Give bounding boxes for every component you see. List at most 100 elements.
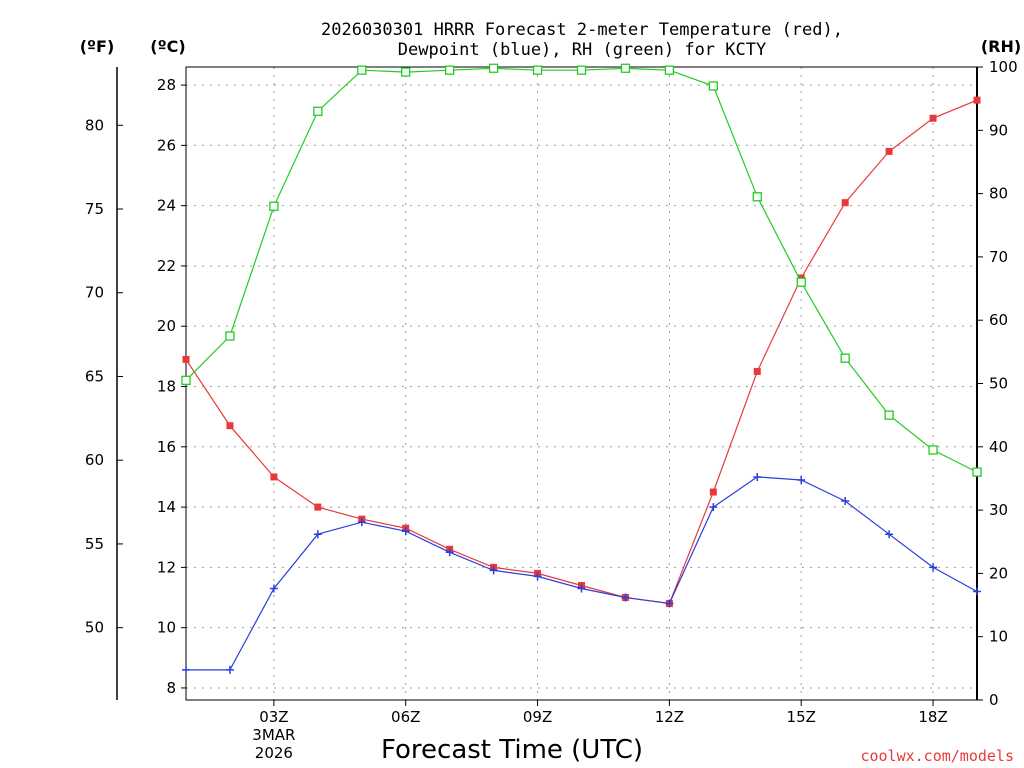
rh-tick-label: 100 bbox=[989, 58, 1018, 76]
temperature-point bbox=[314, 503, 322, 511]
rh-point bbox=[576, 65, 587, 75]
dewpoint-point bbox=[489, 566, 498, 575]
chart-title-line-1: 2026030301 HRRR Forecast 2-meter Tempera… bbox=[321, 20, 843, 40]
rh-tick-label: 50 bbox=[989, 375, 1008, 393]
rh-point bbox=[708, 81, 718, 91]
dewpoint-point bbox=[401, 527, 410, 536]
rh-tick-label: 60 bbox=[989, 311, 1008, 329]
dewpoint-point bbox=[533, 572, 542, 581]
rh-point bbox=[884, 410, 894, 420]
dewpoint-point bbox=[753, 472, 762, 481]
rh-point bbox=[445, 65, 455, 75]
time-tick-label: 18Z bbox=[918, 708, 947, 726]
x-axis-title: Forecast Time (UTC) bbox=[381, 735, 643, 765]
temperature-point bbox=[973, 96, 981, 104]
time-tick-label: 06Z bbox=[391, 708, 420, 726]
dewpoint-point bbox=[621, 593, 630, 602]
rh-tick-label: 40 bbox=[989, 438, 1008, 456]
axes bbox=[116, 66, 983, 706]
celsius-tick-label: 26 bbox=[157, 136, 176, 154]
temperature-point bbox=[270, 473, 278, 481]
time-tick-label: 3MAR bbox=[252, 726, 295, 744]
rh-point bbox=[225, 331, 235, 341]
rh-point bbox=[313, 106, 323, 116]
fahrenheit-tick-label: 55 bbox=[85, 535, 104, 553]
dewpoint-point bbox=[445, 548, 454, 557]
fahrenheit-tick-label: 65 bbox=[85, 367, 104, 385]
rh-point bbox=[488, 63, 499, 73]
celsius-tick-label: 24 bbox=[157, 197, 176, 215]
rh-tick-label: 10 bbox=[989, 628, 1008, 646]
dewpoint-point bbox=[269, 584, 278, 593]
time-tick-label: 15Z bbox=[787, 708, 816, 726]
rh-tick-label: 20 bbox=[989, 564, 1008, 582]
temperature-point bbox=[885, 147, 893, 155]
rh-series-line bbox=[185, 67, 978, 473]
celsius-tick-label: 28 bbox=[157, 76, 176, 94]
rh-unit-label: (RH) bbox=[981, 37, 1021, 56]
celsius-tick-label: 16 bbox=[157, 438, 176, 456]
celsius-tick-label: 14 bbox=[157, 498, 176, 516]
celsius-tick-label: 12 bbox=[157, 558, 176, 576]
rh-point bbox=[840, 353, 850, 363]
credit-link[interactable]: coolwx.com/models bbox=[860, 747, 1014, 765]
celsius-unit-label: (ºC) bbox=[150, 37, 185, 56]
temperature-point bbox=[709, 488, 717, 496]
fahrenheit-tick-label: 50 bbox=[85, 619, 104, 637]
fahrenheit-unit-label: (ºF) bbox=[80, 37, 115, 56]
dewpoint-point bbox=[841, 497, 850, 506]
celsius-tick-label: 20 bbox=[157, 317, 176, 335]
dewpoint-series-line bbox=[186, 476, 978, 671]
rh-point bbox=[357, 65, 367, 75]
dewpoint-point bbox=[797, 475, 806, 484]
rh-point bbox=[928, 445, 938, 455]
rh-tick-label: 30 bbox=[989, 501, 1008, 519]
dewpoint-point bbox=[577, 584, 586, 593]
dewpoint-point bbox=[709, 503, 718, 512]
tick-labels: 8 10 12 14 16 18 20 22 24 26 28 50 55 60 65 70 75 80 0 10 20… bbox=[85, 58, 1018, 762]
temperature-point bbox=[226, 422, 234, 430]
rh-point bbox=[664, 65, 675, 75]
dewpoint-point bbox=[313, 530, 322, 539]
fahrenheit-tick-label: 75 bbox=[85, 200, 104, 218]
rh-point bbox=[532, 65, 543, 75]
celsius-tick-label: 10 bbox=[157, 619, 176, 637]
celsius-tick-label: 8 bbox=[166, 679, 176, 697]
dewpoint-point bbox=[357, 518, 366, 527]
rh-tick-label: 0 bbox=[989, 691, 999, 709]
rh-point bbox=[269, 201, 279, 211]
temperature-point bbox=[929, 114, 937, 122]
rh-point bbox=[796, 277, 806, 287]
temperature-series-line bbox=[185, 99, 978, 605]
temperature-point bbox=[753, 367, 761, 375]
celsius-tick-label: 22 bbox=[157, 257, 176, 275]
rh-point bbox=[972, 467, 982, 477]
rh-point bbox=[401, 67, 411, 77]
time-tick-label: 09Z bbox=[523, 708, 552, 726]
dewpoint-point bbox=[973, 587, 981, 596]
rh-tick-label: 90 bbox=[989, 121, 1008, 139]
fahrenheit-tick-label: 80 bbox=[85, 116, 104, 134]
dewpoint-point bbox=[225, 665, 234, 674]
time-tick-label: 12Z bbox=[655, 708, 684, 726]
grid-lines bbox=[186, 67, 977, 700]
temperature-point bbox=[841, 199, 849, 207]
celsius-tick-label: 18 bbox=[157, 378, 176, 396]
chart-title-line-2: Dewpoint (blue), RH (green) for KCTY bbox=[398, 40, 766, 60]
rh-point bbox=[181, 375, 191, 385]
time-tick-label: 2026 bbox=[255, 744, 293, 762]
fahrenheit-tick-label: 70 bbox=[85, 284, 104, 302]
dewpoint-point bbox=[885, 530, 894, 539]
dewpoint-point bbox=[182, 665, 190, 674]
dewpoint-point bbox=[929, 563, 938, 572]
time-tick-label: 03Z bbox=[259, 708, 288, 726]
data-series bbox=[181, 63, 982, 674]
temperature-point bbox=[182, 355, 190, 363]
dewpoint-point bbox=[665, 599, 674, 608]
plot-frame bbox=[185, 66, 978, 701]
rh-point bbox=[752, 192, 762, 202]
rh-point bbox=[620, 63, 631, 73]
fahrenheit-tick-label: 60 bbox=[85, 451, 104, 469]
rh-tick-label: 70 bbox=[989, 248, 1008, 266]
